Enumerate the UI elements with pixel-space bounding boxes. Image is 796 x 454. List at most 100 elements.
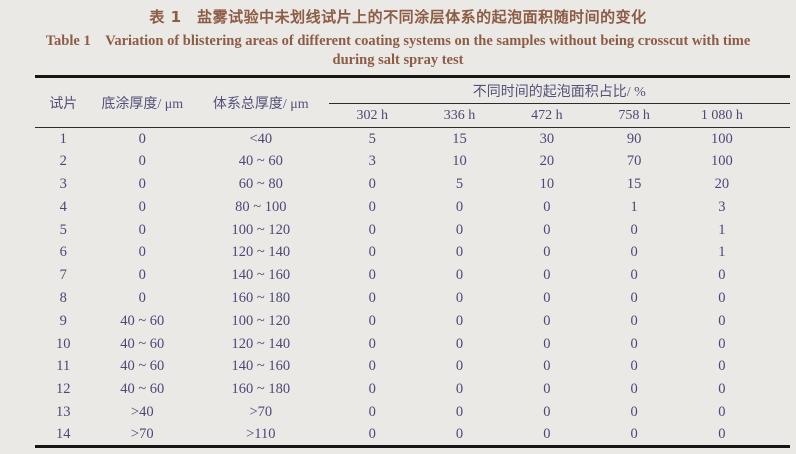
table-cell: 0: [718, 426, 726, 442]
table-body: 1 0 <40 5 15 30 90 100 2 0 40 ~ 60 3 10 20 70 100 3 0 60 ~…: [35, 128, 790, 447]
table-cell: 0: [630, 312, 638, 329]
salt-spray-results-table: 试片 底涂厚度/ μm 体系总厚度/ μm 不同时间的起泡面积占比/ % 302…: [35, 75, 790, 449]
table-cell: 0: [138, 130, 146, 147]
table-cell: 15: [626, 175, 642, 192]
table-cell: 5: [59, 221, 67, 238]
table-cell: 160 ~ 180: [231, 289, 291, 306]
table-row: 13 >40 >70 0 0 0 0 0: [35, 401, 790, 424]
table-cell: 0: [368, 267, 376, 284]
table-cell: 11: [56, 358, 71, 375]
table-cell: >40: [130, 403, 154, 420]
table-cell: 0: [368, 403, 376, 420]
table-cell: 1: [718, 221, 726, 238]
table-cell: 140 ~ 160: [231, 267, 291, 284]
table-cell: 0: [368, 358, 376, 375]
table-cell: 0: [138, 198, 146, 215]
table-cell: 0: [455, 312, 464, 329]
table-cell: 4: [59, 198, 67, 215]
table-cell: 0: [630, 358, 638, 375]
table-cell: 70: [626, 153, 642, 170]
table-cell: 1: [630, 198, 638, 215]
table-row: 3 0 60 ~ 80 0 5 10 15 20: [35, 173, 790, 196]
table-cell: 0: [718, 358, 726, 375]
table-cell: 0: [455, 403, 464, 420]
table-cell: 0: [368, 221, 376, 238]
table-cell: 0: [630, 426, 638, 442]
table-row: 14 >70 >110 0 0 0 0 0: [35, 424, 790, 447]
table-cell: 0: [543, 267, 551, 284]
table-cell: 10: [452, 153, 467, 170]
table-cell: 100 ~ 120: [231, 312, 291, 329]
table-cell: 160 ~ 180: [231, 381, 291, 398]
table-cell: 0: [718, 312, 726, 329]
column-group-header-blistering-ratio: 不同时间的起泡面积占比/ %: [328, 76, 790, 104]
table-cell: >70: [130, 426, 154, 442]
table-cell: 0: [630, 221, 638, 238]
table-cell: 20: [539, 153, 555, 170]
table-row: 1 0 <40 5 15 30 90 100: [35, 128, 790, 151]
table-row: 4 0 80 ~ 100 0 0 0 1 3: [35, 196, 790, 219]
table-row: 7 0 140 ~ 160 0 0 0 0 0: [35, 264, 790, 287]
table-cell: 0: [138, 289, 146, 306]
table-cell: >110: [246, 426, 276, 442]
table-cell: 0: [368, 244, 376, 261]
table-cell: 2: [59, 153, 67, 170]
table-cell: 0: [543, 221, 551, 238]
table-cell: 0: [543, 312, 551, 329]
table-cell: 0: [455, 267, 464, 284]
table-cell: 0: [718, 289, 726, 306]
table-cell: 140 ~ 160: [231, 358, 291, 375]
table-cell: 0: [718, 267, 726, 284]
table-cell: 120 ~ 140: [231, 335, 291, 352]
column-header-1080h: 1 080 h: [677, 103, 790, 128]
table-cell: 0: [718, 335, 726, 352]
table-cell: 0: [718, 403, 726, 420]
table-cell: 0: [138, 153, 146, 170]
column-header-336h: 336 h: [415, 103, 504, 128]
table-cell: 0: [138, 221, 146, 238]
table-cell: 3: [59, 175, 67, 192]
table-cell: 40 ~ 60: [120, 312, 165, 329]
column-header-total-thickness: 体系总厚度/ μm: [193, 76, 329, 128]
table-cell: 0: [630, 244, 638, 261]
column-header-sample: 试片: [35, 76, 92, 128]
table-cell: 0: [455, 381, 464, 398]
table-cell: >70: [249, 403, 273, 420]
table-cell: 0: [543, 381, 551, 398]
table-cell: 12: [55, 381, 71, 398]
table-cell: 0: [455, 358, 464, 375]
table-cell: 5: [455, 175, 464, 192]
table-cell: 0: [368, 426, 376, 442]
table-title-english-line2: during salt spray test: [332, 52, 464, 68]
table-cell: 0: [455, 426, 464, 442]
table-cell: 0: [630, 289, 638, 306]
table-cell: 0: [138, 175, 146, 192]
table-cell: 0: [543, 358, 551, 375]
table-title-chinese: 表 1 盐雾试验中未划线试片上的不同涂层体系的起泡面积随时间的变化: [149, 8, 647, 26]
table-cell: 10: [55, 335, 71, 352]
table-cell: 20: [714, 175, 730, 192]
table-cell: 100: [711, 130, 733, 147]
table-cell: 8: [59, 289, 67, 306]
table-cell: 7: [59, 267, 67, 284]
table-cell: 0: [368, 335, 376, 352]
table-row: 5 0 100 ~ 120 0 0 0 0 1: [35, 219, 790, 242]
table-cell: 3: [718, 198, 726, 215]
table-cell: 40 ~ 60: [120, 358, 165, 375]
table-cell: 0: [455, 289, 464, 306]
table-row: 6 0 120 ~ 140 0 0 0 0 1: [35, 241, 790, 264]
table-cell: 0: [455, 244, 464, 261]
table-cell: 0: [718, 381, 726, 398]
table-cell: 15: [452, 130, 467, 147]
table-cell: 0: [455, 221, 464, 238]
table-cell: 0: [138, 244, 146, 261]
table-cell: 0: [630, 335, 638, 352]
table-cell: 0: [543, 426, 551, 442]
table-cell: 0: [368, 289, 376, 306]
table-cell: 100: [711, 153, 733, 170]
table-cell: 0: [543, 244, 551, 261]
table-row: 8 0 160 ~ 180 0 0 0 0 0: [35, 287, 790, 310]
table-cell: 0: [138, 267, 146, 284]
table-cell: 13: [55, 403, 71, 420]
